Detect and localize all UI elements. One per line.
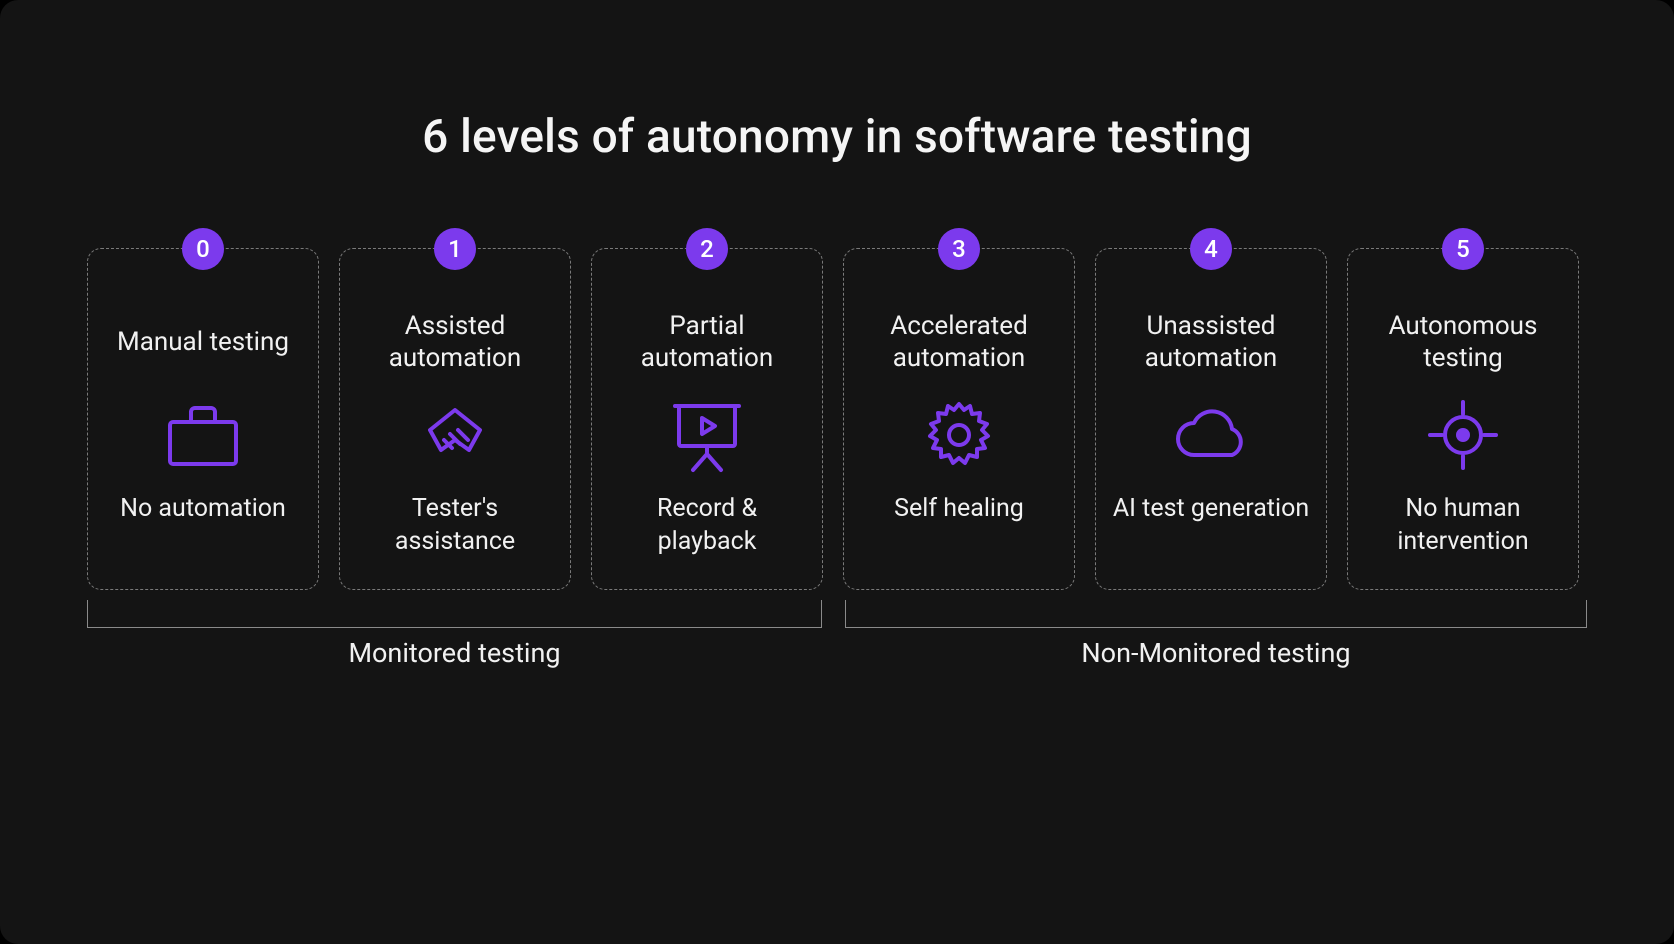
presentation-play-icon — [669, 395, 745, 475]
level-desc: Record & playback — [592, 493, 822, 558]
level-badge: 2 — [686, 228, 728, 270]
level-desc: Tester's assistance — [340, 493, 570, 558]
level-title: Manual testing — [107, 307, 299, 377]
group-bracket-monitored — [87, 600, 822, 628]
level-card-1: 1 Assisted automation Tester's assistanc… — [339, 248, 571, 590]
infographic-canvas: 6 levels of autonomy in software testing… — [0, 0, 1674, 944]
cloud-icon — [1168, 395, 1254, 475]
group-bracket-nonmonitored — [845, 600, 1587, 628]
group-label-nonmonitored: Non-Monitored testing — [845, 637, 1587, 669]
level-badge: 4 — [1190, 228, 1232, 270]
level-badge: 3 — [938, 228, 980, 270]
level-card-5: 5 Autonomous testing No human interventi… — [1347, 248, 1579, 590]
level-title: Accelerated automation — [844, 307, 1074, 377]
level-desc: No human intervention — [1348, 493, 1578, 558]
level-title: Unassisted automation — [1096, 307, 1326, 377]
level-title: Partial automation — [592, 307, 822, 377]
level-card-4: 4 Unassisted automation AI test generati… — [1095, 248, 1327, 590]
level-badge: 0 — [182, 228, 224, 270]
cards-row: 0 Manual testing No automation 1 Assiste… — [87, 248, 1587, 590]
level-badge: 5 — [1442, 228, 1484, 270]
target-icon — [1424, 395, 1502, 475]
main-title: 6 levels of autonomy in software testing — [0, 110, 1674, 164]
briefcase-icon — [164, 395, 242, 475]
gear-icon — [920, 395, 998, 475]
level-card-3: 3 Accelerated automation Self healing — [843, 248, 1075, 590]
level-card-2: 2 Partial automation Record & playback — [591, 248, 823, 590]
level-title: Assisted automation — [340, 307, 570, 377]
level-badge: 1 — [434, 228, 476, 270]
level-desc: Self healing — [880, 493, 1038, 526]
level-desc: No automation — [106, 493, 300, 526]
group-label-monitored: Monitored testing — [87, 637, 822, 669]
level-card-0: 0 Manual testing No automation — [87, 248, 319, 590]
level-title: Autonomous testing — [1348, 307, 1578, 377]
level-desc: AI test generation — [1099, 493, 1323, 526]
handshake-icon — [414, 395, 496, 475]
